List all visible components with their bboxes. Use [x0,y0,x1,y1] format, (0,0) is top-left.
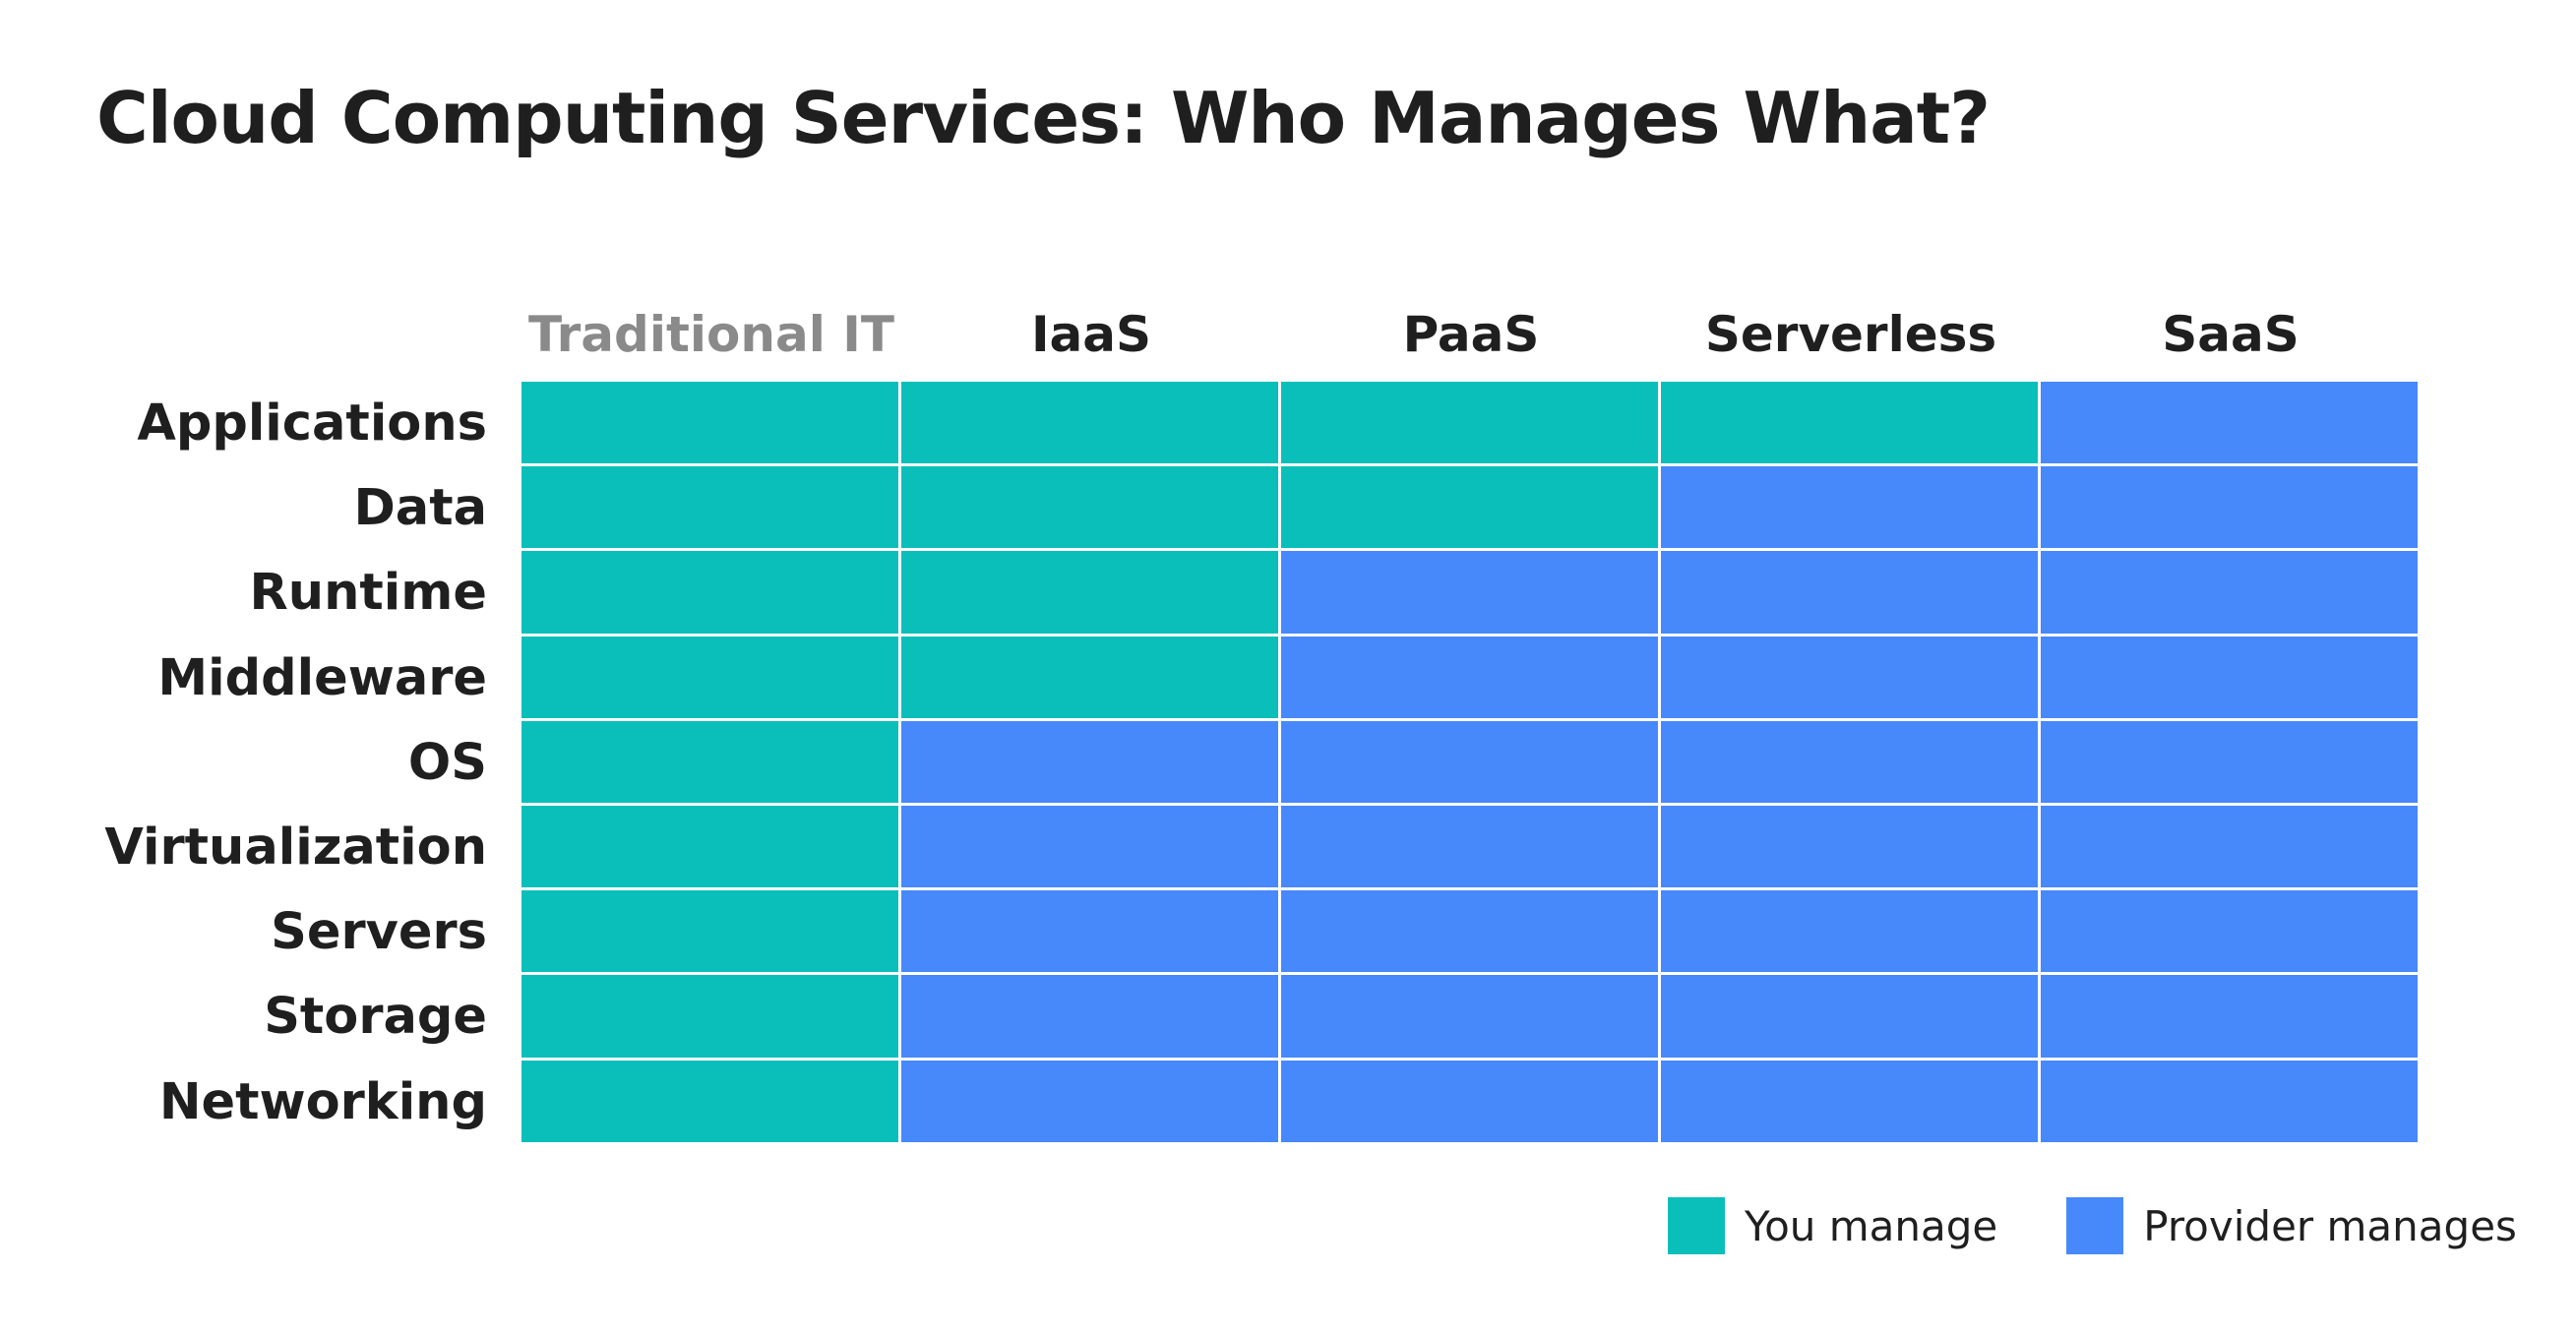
row-label-os: OS [407,733,487,792]
legend-item-you-manage: You manage [1668,1197,1997,1254]
cell-applications-serverless [1661,382,2041,467]
cell-data-traditional-it [521,466,901,552]
cell-storage-traditional-it [521,975,901,1061]
cell-applications-paas [1281,382,1661,467]
cell-servers-traditional-it [521,890,901,976]
cell-applications-traditional-it [521,382,901,467]
cell-applications-iaas [901,382,1281,467]
cell-virtualization-serverless [1661,806,2041,891]
cell-runtime-iaas [901,551,1281,637]
cell-storage-saas [2041,975,2421,1061]
row-label-virtualization: Virtualization [104,819,487,877]
cell-data-saas [2041,466,2421,552]
diagram-title: Cloud Computing Services: Who Manages Wh… [96,77,1991,159]
cell-virtualization-paas [1281,806,1661,891]
row-label-data: Data [353,479,487,538]
cell-storage-iaas [901,975,1281,1061]
legend-swatch-provider-manages [2066,1197,2124,1254]
column-header-saas: SaaS [2162,306,2300,363]
cell-storage-paas [1281,975,1661,1061]
cell-virtualization-iaas [901,806,1281,891]
row-label-runtime: Runtime [249,564,487,623]
row-label-servers: Servers [271,903,487,962]
cell-middleware-paas [1281,636,1661,721]
cell-applications-saas [2041,382,2421,467]
cell-runtime-serverless [1661,551,2041,637]
cell-networking-serverless [1661,1060,2041,1145]
column-header-traditional-it: Traditional IT [528,306,894,363]
legend-item-provider-manages: Provider manages [2066,1197,2517,1254]
row-label-applications: Applications [137,394,487,453]
cell-middleware-iaas [901,636,1281,721]
column-header-serverless: Serverless [1704,306,1997,363]
cell-servers-iaas [901,890,1281,976]
cell-servers-serverless [1661,890,2041,976]
cell-os-serverless [1661,720,2041,806]
cell-middleware-serverless [1661,636,2041,721]
column-header-iaas: IaaS [1030,306,1152,363]
cell-networking-traditional-it [521,1060,901,1145]
cell-servers-paas [1281,890,1661,976]
cell-middleware-traditional-it [521,636,901,721]
cell-middleware-saas [2041,636,2421,721]
legend-swatch-you-manage [1668,1197,1725,1254]
cell-data-serverless [1661,466,2041,552]
column-header-paas: PaaS [1402,306,1540,363]
row-label-middleware: Middleware [157,648,487,707]
cell-os-traditional-it [521,720,901,806]
cell-os-saas [2041,720,2421,806]
cell-runtime-traditional-it [521,551,901,637]
row-label-networking: Networking [158,1072,487,1131]
cell-networking-iaas [901,1060,1281,1145]
cell-servers-saas [2041,890,2421,976]
cell-runtime-saas [2041,551,2421,637]
legend: You manage Provider manages [1668,1197,2517,1254]
cell-os-iaas [901,720,1281,806]
cell-storage-serverless [1661,975,2041,1061]
cell-os-paas [1281,720,1661,806]
cell-networking-saas [2041,1060,2421,1145]
cell-data-iaas [901,466,1281,552]
cell-runtime-paas [1281,551,1661,637]
cell-virtualization-saas [2041,806,2421,891]
cell-virtualization-traditional-it [521,806,901,891]
legend-label-provider-manages: Provider manages [2143,1201,2517,1250]
cell-data-paas [1281,466,1661,552]
row-label-storage: Storage [264,988,487,1047]
responsibility-grid [521,382,2421,1145]
cell-networking-paas [1281,1060,1661,1145]
legend-label-you-manage: You manage [1745,1201,1998,1250]
